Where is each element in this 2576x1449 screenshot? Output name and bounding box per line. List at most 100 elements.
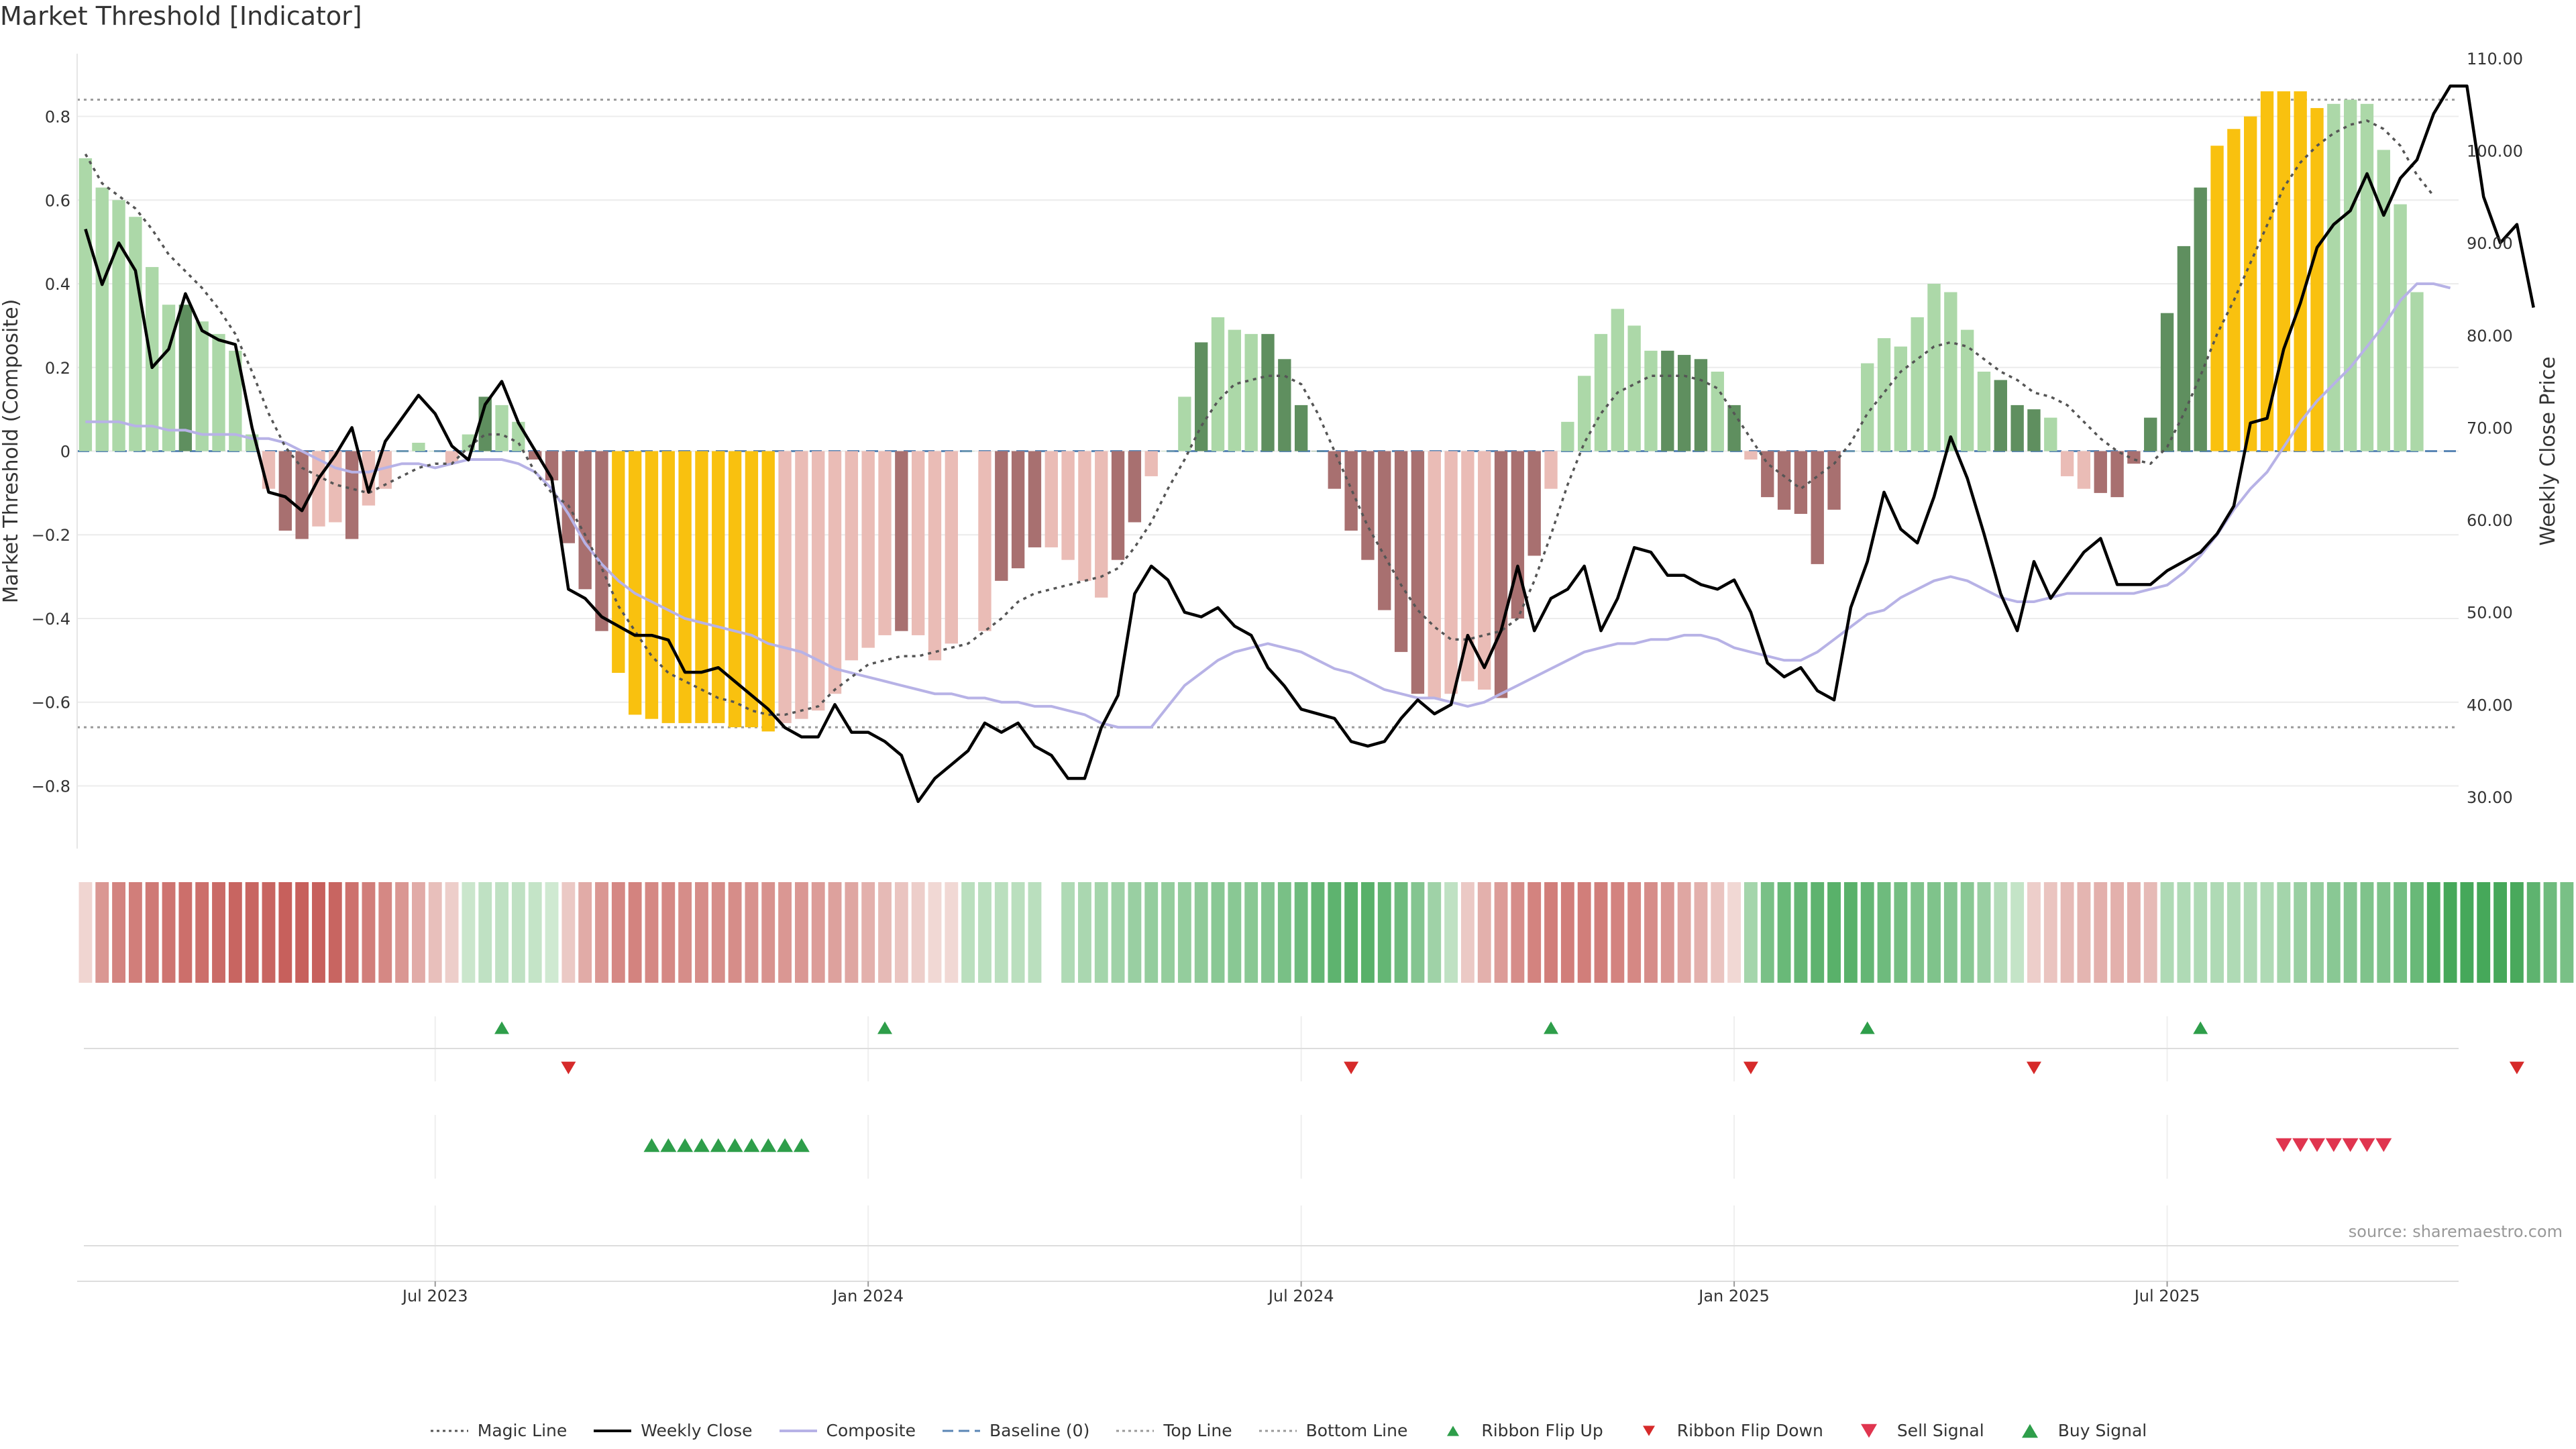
composite-bar xyxy=(1577,376,1591,451)
ribbon-cell xyxy=(362,882,376,983)
ribbon-flip-down-marker xyxy=(2509,1061,2524,1075)
ribbon-cell xyxy=(345,882,359,983)
ribbon-cell xyxy=(1477,882,1491,983)
buy-signal-marker xyxy=(643,1138,660,1152)
y2-axis-title: Weekly Close Price xyxy=(2536,356,2560,545)
composite-bar xyxy=(1061,451,1075,560)
legend-label: Ribbon Flip Down xyxy=(1676,1421,1823,1440)
composite-bar xyxy=(1511,451,1525,619)
ribbon-cell xyxy=(295,882,309,983)
ribbon-cell xyxy=(978,882,991,983)
ribbon-cell xyxy=(245,882,259,983)
composite-bar xyxy=(1627,325,1641,451)
legend-item-flipdown: Ribbon Flip Down xyxy=(1629,1421,1823,1440)
ribbon-cell xyxy=(1694,882,1708,983)
composite-bar xyxy=(278,451,292,531)
y-tick-label: 0.2 xyxy=(45,359,70,378)
y-tick-label: −0.2 xyxy=(32,526,70,545)
composite-bar xyxy=(578,451,592,590)
ribbon-cell xyxy=(411,882,425,983)
ribbon-cell xyxy=(1760,882,1774,983)
ribbon-cell xyxy=(2010,882,2025,983)
ribbon-cell xyxy=(1377,882,1391,983)
composite-bar xyxy=(1611,309,1625,451)
legend-label: Magic Line xyxy=(477,1421,568,1440)
source-note: source: sharemaestro.com xyxy=(2348,1222,2563,1241)
composite-bar xyxy=(828,451,842,694)
y-tick-label: 0.6 xyxy=(45,191,70,210)
composite-bar xyxy=(1977,372,1991,451)
buy-signal-marker xyxy=(727,1138,743,1152)
composite-bar xyxy=(2044,417,2057,451)
composite-bar xyxy=(378,451,392,489)
ribbon-cell xyxy=(1494,882,1508,983)
buy-signal-marker xyxy=(793,1138,810,1152)
composite-bar xyxy=(1394,451,1408,652)
ribbon-cell xyxy=(1028,882,1042,983)
legend-swatch-top xyxy=(1116,1430,1155,1432)
y2-tick-label: 80.00 xyxy=(2467,327,2513,345)
composite-bar xyxy=(1761,451,1774,498)
buy-signal-marker xyxy=(677,1138,694,1152)
ribbon-cell xyxy=(2260,882,2274,983)
composite-bar xyxy=(1144,451,1158,476)
composite-bar xyxy=(2227,129,2241,451)
ribbon-cell xyxy=(1311,882,1325,983)
composite-bar xyxy=(1677,355,1691,451)
composite-bar xyxy=(1044,451,1058,547)
legend-item-baseline: Baseline (0) xyxy=(941,1421,1089,1440)
legend-swatch-close xyxy=(594,1429,632,1432)
composite-bar xyxy=(295,451,309,539)
composite-bar xyxy=(1011,451,1025,569)
composite-bar xyxy=(1095,451,1108,598)
ribbon-cell xyxy=(1244,882,1258,983)
ribbon-cell xyxy=(528,882,542,983)
composite-bar xyxy=(112,200,125,451)
ribbon-cell xyxy=(312,882,325,983)
composite-bar xyxy=(495,405,508,451)
ribbon-flip-up-marker xyxy=(1544,1021,1559,1034)
ribbon-cell xyxy=(2043,882,2057,983)
composite-bar xyxy=(229,350,242,451)
composite-bar xyxy=(945,451,959,644)
ribbon-cell xyxy=(911,882,925,983)
ribbon-cell xyxy=(1211,882,1225,983)
magic-line xyxy=(84,119,2435,716)
composite-bar xyxy=(1994,380,2007,451)
ribbon-cell xyxy=(561,882,576,983)
composite-bar xyxy=(761,451,775,732)
ribbon-cell xyxy=(1460,882,1474,983)
legend-swatch-bottom xyxy=(1258,1430,1297,1432)
legend-label: Composite xyxy=(826,1421,916,1440)
x-tick-label: Jan 2024 xyxy=(831,1287,904,1305)
ribbon-cell xyxy=(1077,882,1091,983)
composite-bar xyxy=(2327,103,2341,451)
y2-tick-label: 30.00 xyxy=(2467,788,2513,807)
composite-bar xyxy=(2027,409,2041,451)
legend-swatch-buy xyxy=(2021,1424,2038,1438)
ribbon-cell xyxy=(1361,882,1375,983)
composite-bar xyxy=(1361,451,1375,560)
composite-bar xyxy=(1594,333,1608,451)
legend-item-close: Weekly Close xyxy=(592,1421,753,1440)
composite-bar xyxy=(312,451,325,527)
composite-bar xyxy=(1494,451,1508,698)
ribbon-cell xyxy=(778,882,792,983)
composite-bar xyxy=(712,451,725,723)
composite-bar xyxy=(1644,350,1658,451)
ribbon-cell xyxy=(828,882,842,983)
composite-bar xyxy=(2060,451,2074,476)
ribbon-cell xyxy=(2160,882,2174,983)
legend-swatch-sell xyxy=(1860,1424,1877,1438)
composite-bar xyxy=(212,333,225,451)
composite-bar xyxy=(1378,451,1391,610)
series-lines xyxy=(84,84,2535,804)
sell-signal-marker xyxy=(2325,1138,2342,1152)
composite-bar xyxy=(612,451,625,674)
legend: Magic Line Weekly Close Composite Baseline … xyxy=(0,1421,2576,1440)
ribbon-cell xyxy=(1960,882,1974,983)
composite-bar xyxy=(2010,405,2024,451)
sell-signal-marker xyxy=(2375,1138,2392,1152)
ribbon-cell xyxy=(578,882,592,983)
composite-bar xyxy=(928,451,942,661)
